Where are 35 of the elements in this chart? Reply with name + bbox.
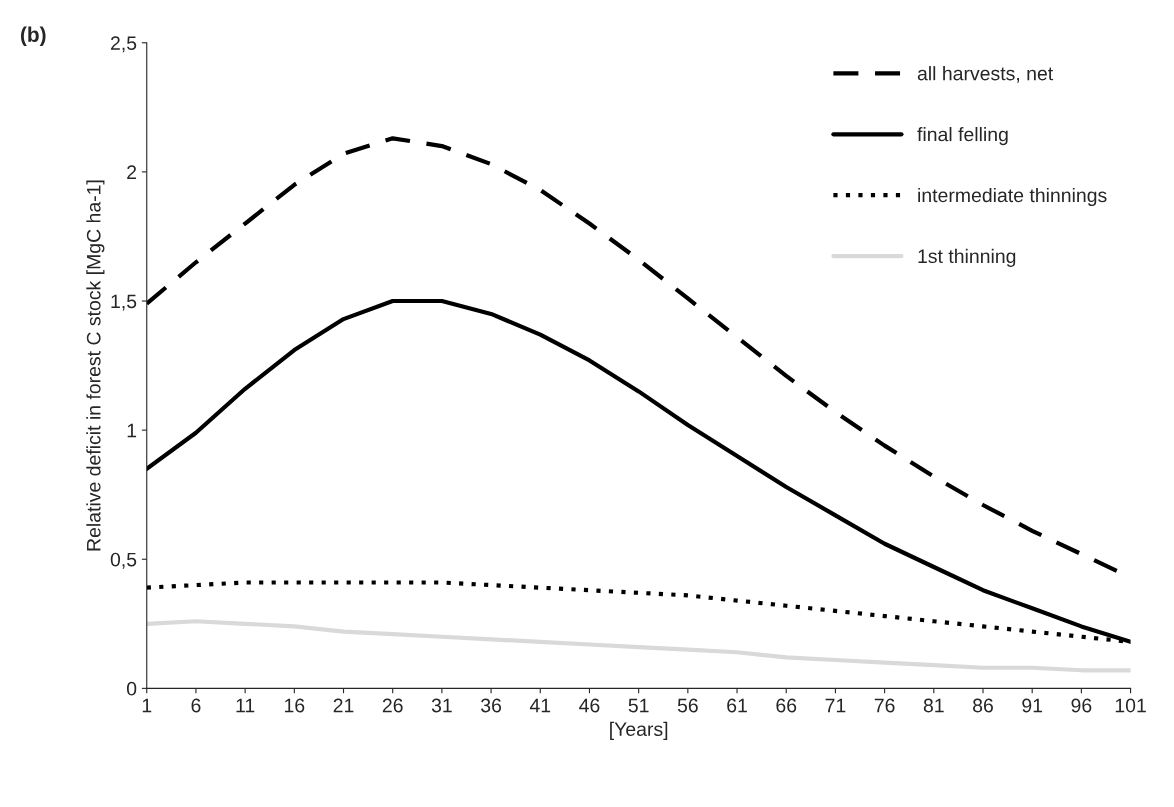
x-tick-label: 91 xyxy=(1022,698,1043,713)
legend-label: intermediate thinnings xyxy=(918,187,1107,207)
x-tick-label: 101 xyxy=(1115,698,1146,713)
x-tick-label: 51 xyxy=(628,698,649,713)
y-tick-label: 1,5 xyxy=(111,294,137,311)
x-tick-label: 81 xyxy=(923,698,944,713)
y-tick-label: 2,5 xyxy=(110,36,137,53)
legend-label: final felling xyxy=(917,127,1008,146)
x-tick-label: 86 xyxy=(973,698,993,713)
x-tick-label: 46 xyxy=(579,698,600,713)
x-tick-label: 66 xyxy=(776,698,797,713)
chart-title: (b) xyxy=(21,26,46,47)
x-tick-label: 21 xyxy=(333,698,354,713)
line-series xyxy=(146,619,1131,673)
legend-label: all harvests, net xyxy=(917,66,1054,83)
x-tick-label: 41 xyxy=(529,698,551,713)
x-tick-label: 56 xyxy=(677,698,698,713)
y-tick-label: 0,5 xyxy=(110,552,137,569)
x-tick-label: 96 xyxy=(1071,698,1092,713)
x-tick-label: 31 xyxy=(431,698,452,713)
x-tick-label: 6 xyxy=(191,698,201,713)
x-axis-title: [Years] xyxy=(610,721,668,740)
x-tick-label: 1 xyxy=(142,698,152,713)
x-tick-label: 26 xyxy=(382,698,403,713)
x-tick-label: 36 xyxy=(481,698,502,713)
x-tick-label: 71 xyxy=(825,698,846,713)
y-tick-label: 1 xyxy=(127,423,137,438)
legend-label: 1st thinning xyxy=(918,248,1016,267)
x-tick-label: 61 xyxy=(727,698,747,713)
y-tick-label: 0 xyxy=(126,681,137,696)
y-tick-label: 2 xyxy=(127,165,137,179)
y-axis-title: Relative deficit in forest C stock [MgC ha-1] xyxy=(86,180,105,551)
x-tick-label: 16 xyxy=(284,698,305,713)
x-tick-label: 11 xyxy=(236,698,255,713)
x-tick-label: 76 xyxy=(874,698,895,713)
